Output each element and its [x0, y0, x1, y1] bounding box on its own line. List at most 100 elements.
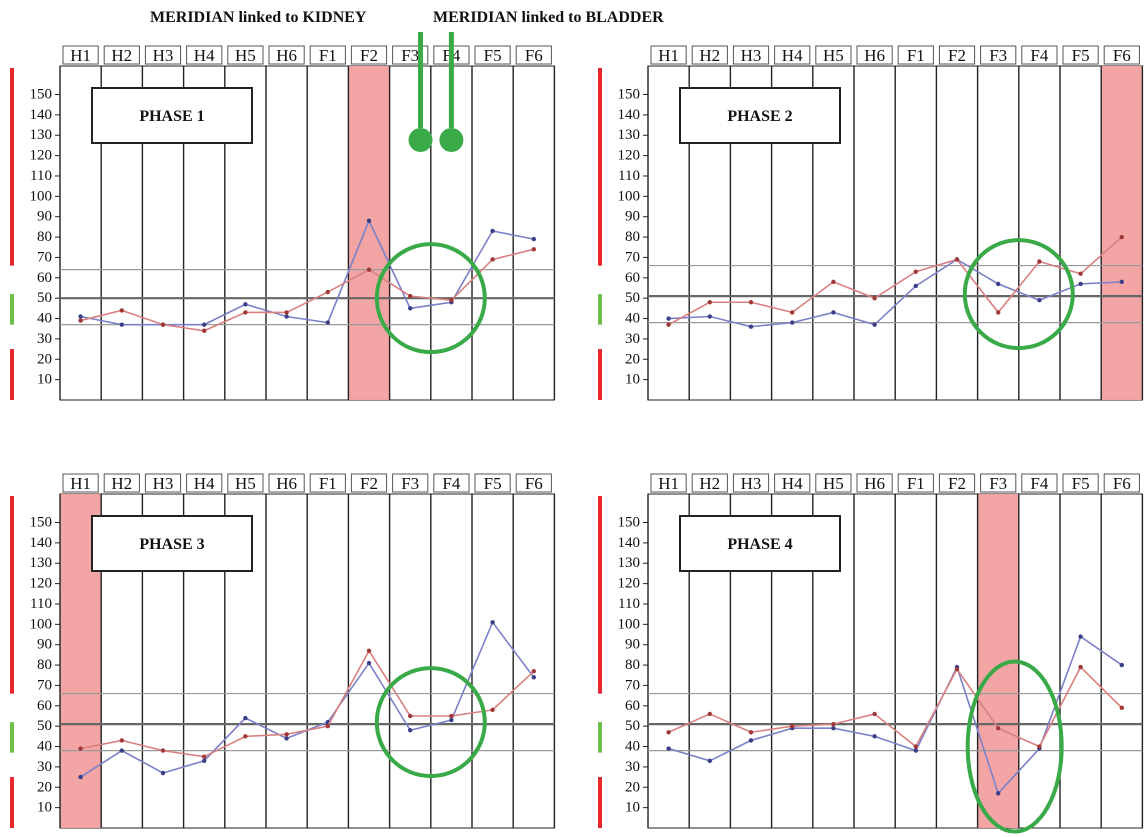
header-label-F1: F1 [319, 474, 337, 493]
data-point-red [408, 713, 413, 719]
header-cell-F1 [309, 473, 346, 493]
data-point-red [1078, 271, 1083, 276]
y-tick-label: 20 [625, 351, 640, 367]
y-tick-label: 10 [37, 800, 52, 816]
highlight-circle [374, 242, 487, 355]
data-point-red [790, 723, 795, 729]
y-tick-label: 120 [30, 148, 53, 164]
data-point-blue [325, 320, 330, 325]
data-point-red [531, 247, 536, 252]
y-tick-label: 40 [625, 311, 640, 327]
phase-title: PHASE 2 [727, 108, 792, 125]
y-tick-label: 20 [37, 779, 52, 795]
data-point-blue [1078, 281, 1083, 287]
y-tick-label: 10 [37, 372, 52, 388]
y-tick-label: 100 [30, 188, 53, 204]
data-point-red [202, 328, 207, 333]
y-tick-label: 50 [37, 718, 52, 734]
data-point-red [408, 293, 413, 299]
header-label-H5: H5 [823, 46, 844, 65]
data-point-blue [78, 774, 83, 780]
data-point-red [1037, 259, 1042, 264]
header-label-H2: H2 [111, 474, 132, 493]
header-cell-F4 [1021, 45, 1058, 65]
series-line-blue [80, 218, 534, 326]
data-point-red [831, 279, 836, 285]
series-line-red [80, 649, 535, 758]
y-tick-label: 140 [618, 107, 641, 123]
panel-2: H1 H2 H3 H4 H5 H6 F1 F2 F3 F4 F5 F6 10 20 30 40 50 60 70 80… [598, 45, 1144, 401]
header-label-H1: H1 [658, 474, 679, 493]
data-point-blue [160, 770, 166, 776]
y-tick-label: 100 [618, 188, 641, 204]
y-tick-label: 30 [625, 759, 640, 775]
panel-1: H1H2H3H4H5H6F1F2F3F4F5F61020304050607080… [10, 45, 556, 401]
header-cell-H6 [856, 473, 893, 493]
header-cell-H1 [62, 45, 99, 65]
data-point-red [284, 732, 289, 737]
header-cell-H5 [227, 473, 264, 493]
kidney-marker-dot [408, 128, 433, 152]
y-tick-label: 120 [618, 148, 641, 164]
data-point-red [284, 310, 289, 315]
header-cell-H1 [650, 473, 687, 493]
y-tick-label: 150 [30, 515, 53, 531]
header-label-F6: F6 [525, 474, 543, 493]
data-point-red [831, 721, 836, 727]
data-point-blue [666, 316, 671, 321]
y-tick-label: 40 [625, 739, 640, 755]
header-label-H4: H4 [782, 46, 803, 65]
header-cell-F6 [1103, 473, 1140, 493]
y-tick-label: 80 [625, 229, 640, 245]
header-cell-F2 [350, 45, 388, 65]
header-cell-F1 [309, 45, 346, 65]
header-cell-H3 [732, 473, 770, 493]
header-label-F5: F5 [484, 474, 502, 493]
header-label-H1: H1 [658, 46, 679, 65]
header-cell-F6 [515, 473, 552, 493]
header-label-H3: H3 [153, 474, 174, 493]
header-cell-H3 [144, 473, 182, 493]
y-tick-label: 30 [625, 331, 640, 347]
data-point-red [160, 748, 166, 753]
highlight-circle [374, 666, 487, 779]
header-label-F2: F2 [360, 46, 378, 65]
data-point-red [78, 318, 83, 323]
highlight-ellipse [965, 659, 1064, 834]
header-cell-H6 [268, 473, 305, 493]
header-label-H6: H6 [276, 46, 297, 65]
header-cell-H4 [186, 45, 223, 65]
phase-box [679, 87, 841, 144]
header-label-F1: F1 [907, 46, 925, 65]
header-label-H6: H6 [864, 474, 885, 493]
data-point-red [490, 707, 495, 713]
data-point-blue [831, 726, 836, 731]
data-point-blue [119, 748, 125, 753]
y-tick-label: 60 [37, 270, 52, 286]
data-point-blue [119, 322, 125, 327]
data-point-blue [490, 620, 495, 625]
header-label-H5: H5 [823, 474, 844, 493]
header-cell-F6 [515, 45, 552, 65]
y-tick-label: 150 [618, 515, 641, 531]
header-label-F3: F3 [989, 46, 1007, 65]
header-label-F5: F5 [1072, 46, 1090, 65]
data-point-red [119, 738, 125, 743]
y-tick-label: 60 [625, 698, 640, 714]
y-tick-label: 130 [30, 555, 53, 571]
y-tick-label: 90 [37, 637, 52, 653]
header-cell-H1 [650, 45, 687, 65]
y-tick-label: 30 [37, 759, 52, 775]
header-cell-H6 [856, 45, 893, 65]
phase-title: PHASE 4 [727, 536, 792, 553]
data-point-blue [1078, 634, 1083, 639]
data-point-blue [366, 218, 372, 223]
data-point-red [366, 267, 372, 272]
phase-box [91, 515, 253, 572]
y-tick-label: 110 [618, 168, 640, 184]
data-point-blue [202, 758, 207, 763]
y-tick-label: 120 [30, 576, 53, 592]
header-label-F3: F3 [401, 474, 419, 493]
header-label-F6: F6 [1113, 46, 1131, 65]
